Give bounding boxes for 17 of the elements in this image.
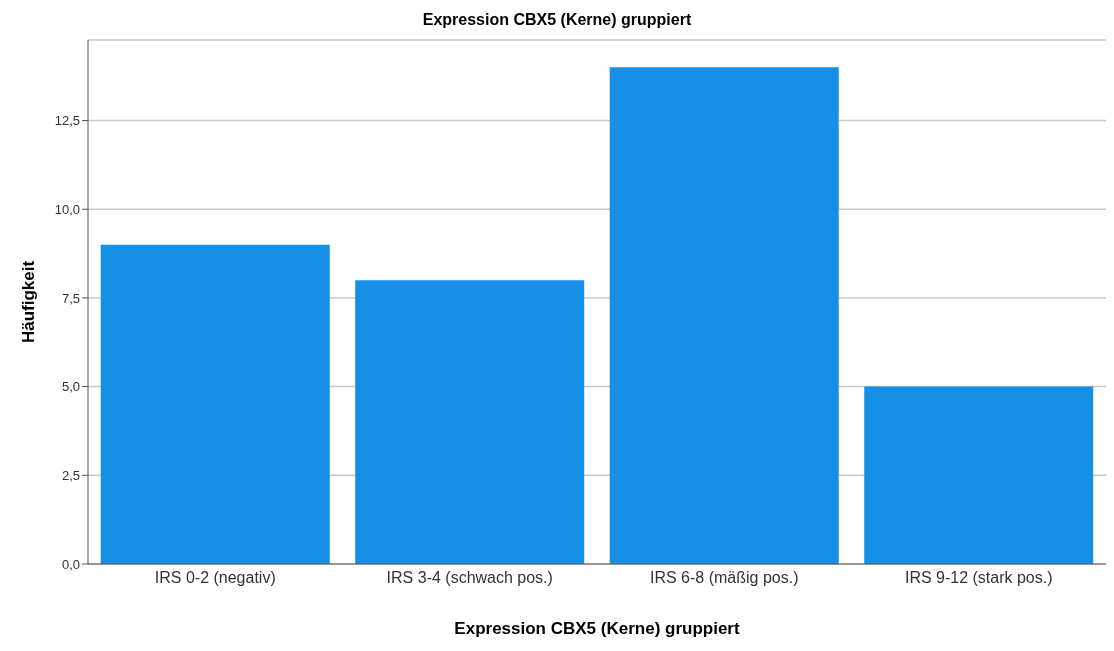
y-tick-label: 0,0 xyxy=(61,556,80,572)
y-tick-label: 2,5 xyxy=(61,467,80,483)
y-tick-label: 10,0 xyxy=(54,201,80,217)
bar xyxy=(609,67,839,564)
y-tick-label: 7,5 xyxy=(61,290,80,306)
bar xyxy=(100,244,330,564)
x-tick-label: IRS 0-2 (negativ) xyxy=(154,569,276,587)
y-axis-title: Häufigkeit xyxy=(19,260,39,344)
bar xyxy=(864,386,1094,564)
x-axis-title: Expression CBX5 (Kerne) gruppiert xyxy=(454,619,740,638)
y-tick-label: 5,0 xyxy=(61,379,80,395)
x-tick-label: IRS 6-8 (mäßig pos.) xyxy=(650,569,799,587)
x-tick-label: IRS 3-4 (schwach pos.) xyxy=(386,569,553,587)
bar xyxy=(355,280,585,564)
y-tick-label: 12,5 xyxy=(54,113,80,129)
chart-title: Expression CBX5 (Kerne) gruppiert xyxy=(421,10,693,30)
x-tick-label: IRS 9-12 (stark pos.) xyxy=(904,569,1053,587)
